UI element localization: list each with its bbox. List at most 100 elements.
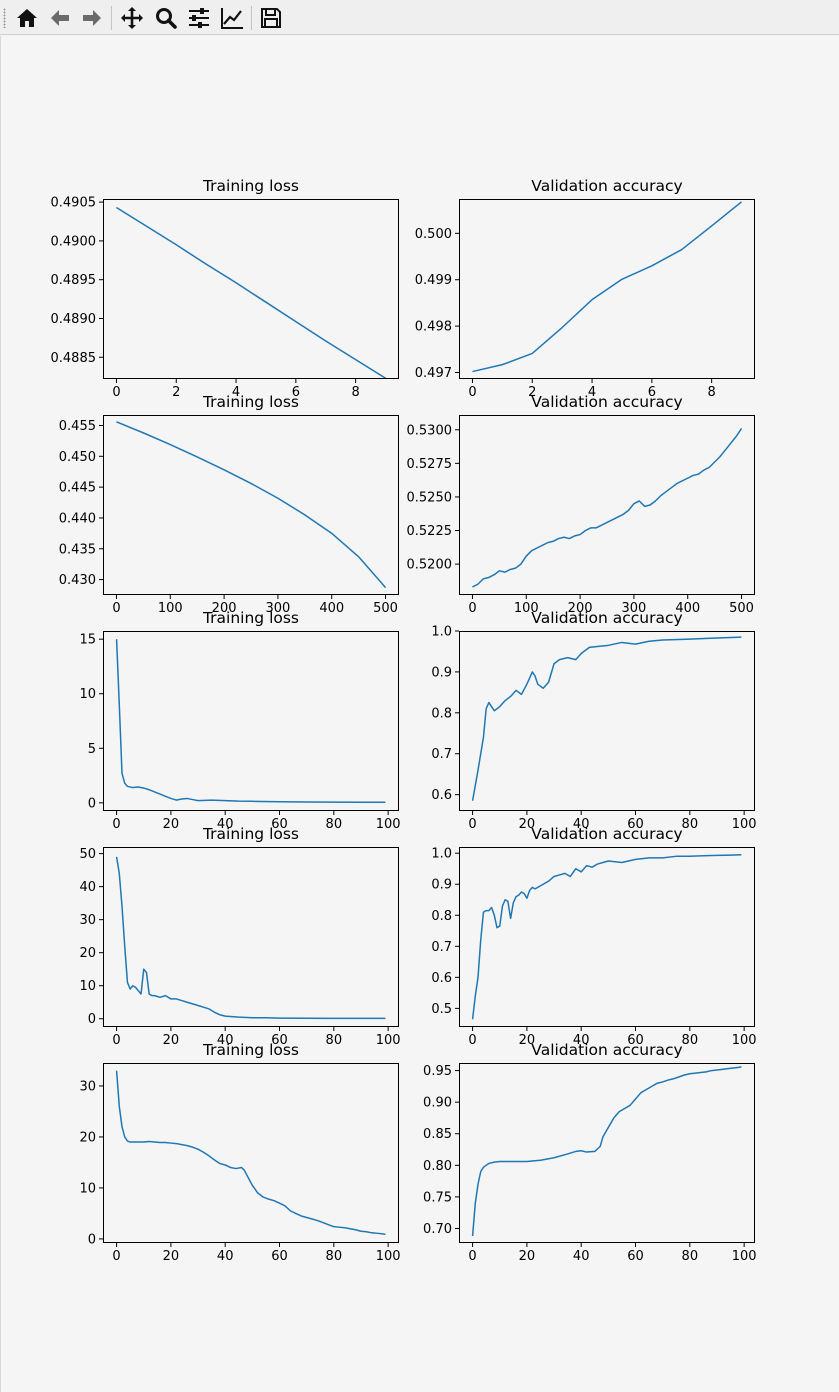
y-tick-label: 0.80 [423,1159,452,1174]
series-line [472,201,743,373]
subplot-2: 0 2 4 6 8 0.497 0.498 0.499 0.500 Validation accu… [415,177,755,400]
y-tick-label: 0.499 [415,273,452,288]
floppy-disk-icon [261,8,281,28]
axes-background [459,415,755,595]
x-tick-label: 60 [271,1249,288,1264]
axes-background [103,1063,399,1243]
line-chart-icon [221,8,243,29]
chart-title: Validation accuracy [531,1041,682,1059]
x-tick-label: 80 [326,1249,343,1264]
home-icon [17,9,37,27]
x-tick-label: 20 [519,1249,536,1264]
x-tick-label: 100 [732,817,757,832]
y-tick-label: 20 [79,946,96,961]
series-line [116,206,386,379]
series-line [472,428,743,588]
axes-frame [103,415,399,595]
y-tick-label: 0.6 [431,971,452,986]
save-button[interactable] [256,3,286,33]
x-tick-label: 4 [232,385,240,400]
magnifier-icon [156,8,177,29]
x-tick-label: 6 [648,385,656,400]
x-tick-label: 60 [271,817,288,832]
x-tick-label: 20 [519,1033,536,1048]
axes-background [459,847,755,1027]
y-tick-label: 10 [79,979,96,994]
y-tick-label: 0 [88,1232,96,1247]
zoom-button[interactable] [151,3,181,33]
series-line [115,856,386,1020]
axes-background [103,631,399,811]
series-line [115,1070,386,1236]
back-button[interactable] [45,3,75,33]
y-tick-label: 0.8 [431,909,452,924]
subplot-10: 0 20 40 60 80 100 0.70 0.75 0.80 0.85 0.90 0.95 Vali… [423,1041,757,1264]
x-tick-label: 60 [627,817,644,832]
y-tick-label: 0.8 [431,706,452,721]
y-tick-label: 0.445 [59,481,96,496]
y-tick-label: 1.0 [431,625,452,640]
y-tick-label: 0.440 [59,511,96,526]
y-tick-label: 10 [79,687,96,702]
x-tick-label: 20 [163,1249,180,1264]
axes-frame [103,1063,399,1243]
chart-title: Training loss [202,825,299,843]
subplot-9: 0 20 40 60 80 100 0 10 20 30 Training loss [79,1041,400,1264]
axes-frame [459,847,755,1027]
subplot-1: 0 2 4 6 8 0.4885 0.4890 0.4895 0.4900 0.4905 Train… [51,177,399,400]
x-tick-label: 500 [729,601,754,616]
x-tick-label: 2 [528,385,536,400]
y-tick-label: 0 [88,1012,96,1027]
x-tick-label: 80 [682,817,699,832]
axes-background [103,199,399,379]
y-tick-label: 30 [79,913,96,928]
x-tick-label: 8 [352,385,360,400]
y-tick-label: 0.5300 [407,423,453,438]
x-tick-label: 0 [112,1249,120,1264]
configure-subplots-button[interactable] [184,3,214,33]
x-tick-label: 6 [292,385,300,400]
home-button[interactable] [12,3,42,33]
x-tick-label: 2 [172,385,180,400]
y-tick-label: 0.5225 [407,524,453,539]
x-tick-label: 40 [573,1249,590,1264]
x-tick-label: 100 [732,1249,757,1264]
x-tick-label: 0 [468,385,476,400]
y-tick-label: 0.7 [431,940,452,955]
x-tick-label: 0 [112,817,120,832]
axes-frame [459,199,755,379]
x-tick-label: 20 [519,817,536,832]
move-icon [121,7,143,29]
y-tick-label: 0.9 [431,665,452,680]
x-tick-label: 200 [568,601,593,616]
x-tick-label: 500 [373,601,398,616]
y-tick-label: 20 [79,1130,96,1145]
chart-title: Validation accuracy [531,177,682,195]
figure-canvas[interactable]: 0 2 4 6 8 0.4885 0.4890 0.4895 0.4900 0.4905 Train… [0,36,839,1392]
chart-title: Training loss [202,1041,299,1059]
y-tick-label: 40 [79,880,96,895]
axes-background [459,1063,755,1243]
x-tick-label: 100 [158,601,183,616]
forward-button[interactable] [77,3,107,33]
toolbar-separator [251,6,252,30]
edit-axis-button[interactable] [217,3,247,33]
y-tick-label: 0.95 [423,1064,452,1079]
x-tick-label: 40 [217,1033,234,1048]
series-line [471,854,742,1020]
toolbar-grip[interactable] [3,8,6,28]
subplot-3: 0 100 200 300 400 500 0.430 0.435 0.440 0.445 0.45… [59,393,399,616]
navigation-toolbar [0,0,839,35]
series-line [116,421,387,589]
y-tick-label: 0.85 [423,1127,452,1142]
y-tick-label: 0.4890 [51,312,97,327]
y-tick-label: 0.4900 [51,234,97,249]
y-tick-label: 0.4895 [51,273,97,288]
y-tick-label: 50 [79,847,96,862]
x-tick-label: 80 [682,1249,699,1264]
x-tick-label: 60 [627,1033,644,1048]
x-tick-label: 0 [112,601,120,616]
chart-title: Validation accuracy [531,825,682,843]
pan-button[interactable] [117,3,147,33]
y-tick-label: 1.0 [431,847,452,862]
